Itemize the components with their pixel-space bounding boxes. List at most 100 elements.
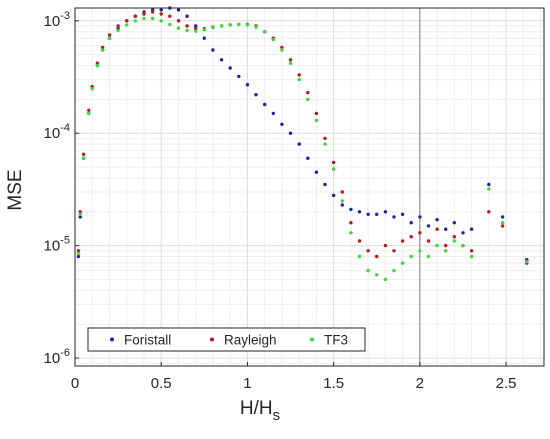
data-point-tf3 (435, 243, 439, 248)
data-point-tf3 (100, 48, 105, 52)
data-point-rayleigh (383, 243, 388, 248)
data-point-tf3 (280, 48, 284, 52)
data-point-rayleigh (357, 239, 362, 243)
data-point-tf3 (452, 239, 456, 243)
data-point-foristall (331, 193, 336, 198)
data-point-foristall (400, 212, 405, 216)
x-tick-label: 1 (243, 375, 251, 392)
series-rayleigh (76, 10, 529, 265)
data-point-rayleigh (323, 136, 327, 141)
data-point-foristall (444, 227, 448, 231)
axis-ticks: 0 0.5 1 1.5 2 2.5 10-6 10-5 10-4 10-3 (44, 10, 517, 392)
legend-marker-rayleigh (210, 337, 214, 342)
legend-label-rayleigh: Rayleigh (224, 333, 277, 348)
data-point-rayleigh (185, 24, 189, 28)
data-point-tf3 (288, 61, 293, 65)
data-point-tf3 (176, 26, 181, 30)
data-point-rayleigh (452, 235, 456, 239)
y-tick-label: 10-3 (44, 10, 70, 30)
data-point-tf3 (76, 251, 81, 256)
data-point-rayleigh (280, 45, 284, 50)
series-foristall (76, 6, 529, 262)
data-point-rayleigh (125, 19, 129, 23)
data-point-rayleigh (418, 231, 422, 235)
data-point-rayleigh (487, 210, 491, 214)
data-point-tf3 (349, 231, 353, 235)
data-point-tf3 (331, 167, 336, 171)
data-point-tf3 (418, 249, 422, 253)
data-point-tf3 (116, 28, 120, 33)
data-point-tf3 (228, 23, 232, 27)
data-point-foristall (297, 142, 301, 146)
data-point-foristall (211, 48, 215, 52)
data-point-tf3 (90, 86, 94, 91)
data-point-rayleigh (288, 58, 293, 62)
series-tf3 (76, 16, 529, 282)
data-point-rayleigh (150, 10, 155, 14)
data-point-tf3 (107, 36, 112, 40)
y-tick-label: 10-4 (44, 122, 70, 142)
y-tick-label: 10-5 (44, 235, 70, 255)
data-point-foristall (78, 215, 82, 219)
plot-frame (74, 7, 545, 367)
data-point-foristall (366, 212, 370, 216)
data-point-tf3 (185, 28, 189, 33)
y-tick-label: 10-6 (44, 347, 70, 367)
data-point-rayleigh (469, 249, 474, 253)
x-tick-label: 2 (416, 375, 424, 392)
data-point-foristall (426, 224, 431, 228)
data-point-tf3 (202, 28, 206, 32)
data-point-foristall (435, 218, 439, 222)
data-point-rayleigh (400, 239, 405, 243)
data-point-foristall (409, 221, 413, 225)
legend-label-foristall: Foristall (124, 333, 171, 348)
data-point-foristall (500, 215, 505, 219)
data-point-foristall (349, 207, 353, 212)
y-axis-label: MSE (5, 169, 26, 210)
data-point-rayleigh (87, 108, 91, 113)
x-tick-label: 2.5 (496, 375, 517, 392)
data-point-rayleigh (306, 90, 310, 95)
data-point-rayleigh (314, 111, 319, 116)
data-point-tf3 (392, 268, 396, 273)
data-point-rayleigh (100, 45, 105, 50)
data-point-tf3 (263, 30, 267, 34)
data-point-foristall (76, 254, 81, 259)
data-point-rayleigh (500, 224, 505, 228)
data-point-tf3 (297, 77, 301, 82)
data-point-rayleigh (366, 249, 370, 253)
data-point-rayleigh (409, 235, 413, 239)
data-point-foristall (194, 24, 198, 28)
data-point-foristall (340, 203, 344, 207)
data-point-tf3 (500, 221, 505, 225)
data-point-tf3 (487, 187, 491, 191)
data-point-foristall (271, 111, 275, 116)
data-point-rayleigh (392, 249, 396, 253)
data-point-foristall (357, 210, 362, 214)
data-point-tf3 (366, 268, 370, 273)
data-point-tf3 (125, 23, 129, 27)
data-point-rayleigh (444, 243, 448, 248)
data-points (76, 6, 529, 282)
data-point-rayleigh (340, 190, 344, 194)
data-point-tf3 (306, 97, 310, 102)
data-point-rayleigh (107, 33, 112, 37)
data-point-rayleigh (297, 73, 301, 77)
data-point-rayleigh (142, 12, 146, 16)
x-tick-label: 1.5 (323, 375, 344, 392)
data-point-rayleigh (349, 221, 353, 225)
data-point-rayleigh (331, 160, 336, 165)
data-point-foristall (383, 210, 388, 214)
data-point-tf3 (142, 16, 146, 21)
data-point-tf3 (78, 212, 82, 216)
data-point-tf3 (245, 23, 250, 27)
data-point-foristall (185, 14, 189, 18)
data-point-foristall (237, 74, 241, 79)
data-point-foristall (263, 102, 267, 107)
data-point-tf3 (426, 254, 431, 259)
data-point-rayleigh (435, 227, 439, 231)
data-point-tf3 (219, 24, 224, 28)
data-point-tf3 (314, 118, 319, 123)
x-tick-label: 0 (71, 375, 79, 392)
